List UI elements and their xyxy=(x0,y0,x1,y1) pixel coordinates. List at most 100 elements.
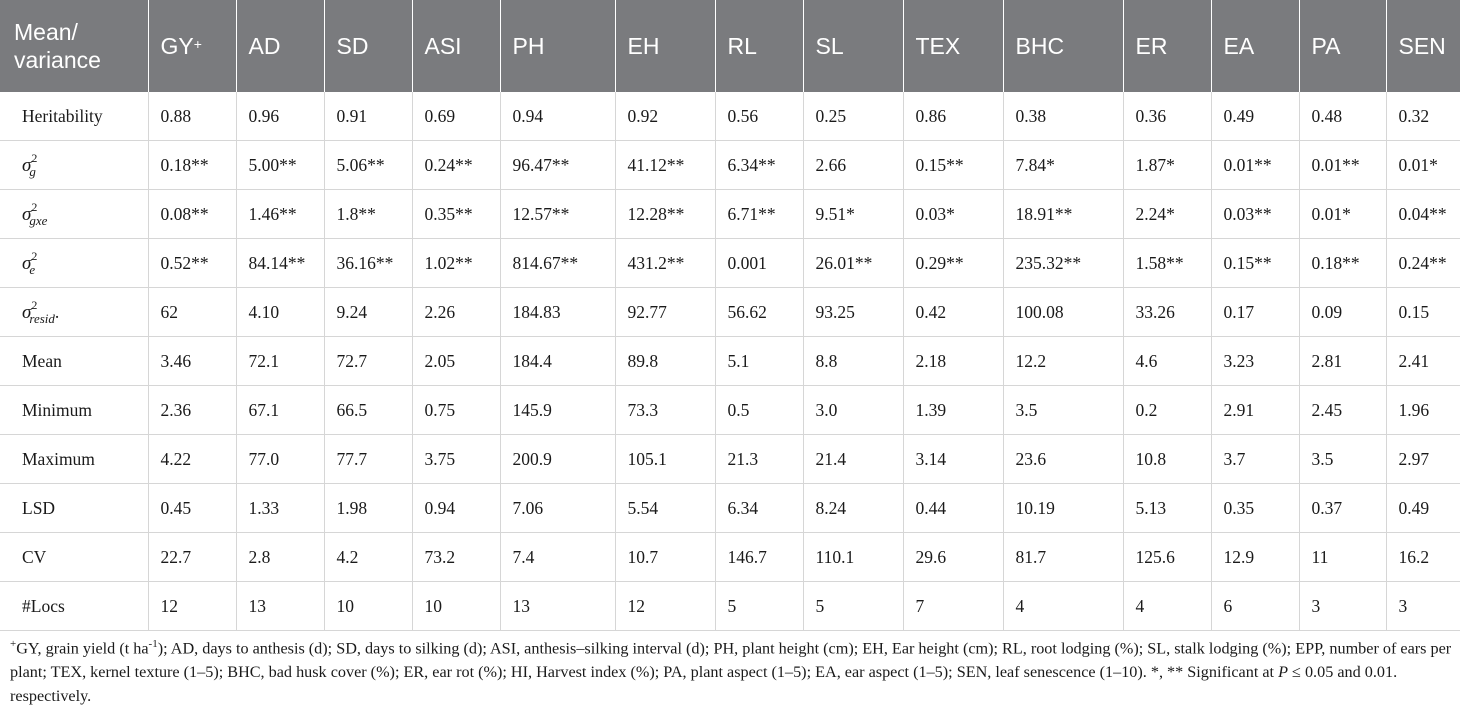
table-container: Mean/ variance GY+ AD SD ASI PH EH RL SL… xyxy=(0,0,1460,631)
table-cell: 0.32 xyxy=(1385,92,1460,141)
table-cell: 10.8 xyxy=(1122,434,1211,484)
table-row: Maximum 4.22 77.0 77.7 3.75 200.9 105.1 21.3 21.… xyxy=(0,434,1460,484)
table-cell: 4 xyxy=(1122,581,1211,631)
table-cell: 3.7 xyxy=(1210,434,1299,484)
row-label: σ2resid. xyxy=(0,287,148,337)
header-trait-label: PH xyxy=(512,33,545,59)
table-cell: 26.01** xyxy=(802,238,903,288)
table-row: Minimum 2.36 67.1 66.5 0.75 145.9 73.3 0.5 3.0 1.… xyxy=(0,385,1460,435)
table-cell: 22.7 xyxy=(147,532,236,582)
table-cell: 0.01* xyxy=(1385,140,1460,190)
table-row: Mean 3.46 72.1 72.7 2.05 184.4 89.8 5.1 8.8 2.18 1… xyxy=(0,336,1460,386)
table-cell: 12.2 xyxy=(1002,336,1123,386)
footnote-text-part3: ≤ 0.05 and 0.01. respectively. xyxy=(10,663,1398,706)
table-cell: 10.19 xyxy=(1002,483,1123,533)
header-trait-label: TEX xyxy=(915,33,961,59)
table-cell: 2.97 xyxy=(1385,434,1460,484)
header-mean-variance: Mean/ variance xyxy=(0,0,148,92)
table-cell: 3.23 xyxy=(1210,336,1299,386)
table-cell: 105.1 xyxy=(614,434,715,484)
table-cell: 0.94 xyxy=(499,92,615,141)
table-row: σ2g 0.18** 5.00** 5.06** 0.24** 96.47** 41.12*… xyxy=(0,140,1460,190)
table-cell: 13 xyxy=(235,581,324,631)
table-cell: 1.58** xyxy=(1122,238,1211,288)
table-cell: 9.51* xyxy=(802,189,903,239)
table-row: CV 22.7 2.8 4.2 73.2 7.4 10.7 146.7 110.1 29.6 81.… xyxy=(0,532,1460,582)
sigma-superscript: 2 xyxy=(31,150,38,165)
table-cell: 0.35 xyxy=(1210,483,1299,533)
table-cell: 1.98 xyxy=(323,483,412,533)
table-cell: 0.01* xyxy=(1298,189,1386,239)
table-cell: 2.41 xyxy=(1385,336,1460,386)
row-label: σ2e xyxy=(0,238,148,288)
table-cell: 21.3 xyxy=(714,434,803,484)
table-cell: 0.49 xyxy=(1385,483,1460,533)
table-cell: 0.86 xyxy=(902,92,1003,141)
table-row: σ2e 0.52** 84.14** 36.16** 1.02** 814.67** 431… xyxy=(0,238,1460,288)
table-cell: 1.02** xyxy=(411,238,500,288)
table-cell: 10 xyxy=(323,581,412,631)
row-label: LSD xyxy=(0,483,148,533)
table-cell: 0.03** xyxy=(1210,189,1299,239)
table-cell: 5 xyxy=(714,581,803,631)
sigma-superscript: 2 xyxy=(31,297,38,312)
table-cell: 3.5 xyxy=(1298,434,1386,484)
table-cell: 67.1 xyxy=(235,385,324,435)
table-cell: 3.5 xyxy=(1002,385,1123,435)
table-cell: 146.7 xyxy=(714,532,803,582)
header-trait: EA xyxy=(1210,0,1299,92)
table-cell: 92.77 xyxy=(614,287,715,337)
table-cell: 4.22 xyxy=(147,434,236,484)
row-label: Heritability xyxy=(0,92,148,141)
table-cell: 0.38 xyxy=(1002,92,1123,141)
table-cell: 7.84* xyxy=(1002,140,1123,190)
header-row: Mean/ variance GY+ AD SD ASI PH EH RL SL… xyxy=(0,0,1460,92)
table-cell: 0.88 xyxy=(147,92,236,141)
header-trait-label: RL xyxy=(727,33,757,59)
header-trait-label: SEN xyxy=(1398,33,1446,59)
table-cell: 0.09 xyxy=(1298,287,1386,337)
table-cell: 2.24* xyxy=(1122,189,1211,239)
table-cell: 0.45 xyxy=(147,483,236,533)
table-cell: 0.49 xyxy=(1210,92,1299,141)
row-label: σ2gxe xyxy=(0,189,148,239)
row-label: σ2g xyxy=(0,140,148,190)
table-cell: 4.10 xyxy=(235,287,324,337)
table-row: LSD 0.45 1.33 1.98 0.94 7.06 5.54 6.34 8.24 0.44 1… xyxy=(0,483,1460,533)
table-cell: 0.29** xyxy=(902,238,1003,288)
header-mean-variance-line2: variance xyxy=(14,47,101,73)
table-cell: 3.46 xyxy=(147,336,236,386)
table-cell: 62 xyxy=(147,287,236,337)
table-cell: 0.01** xyxy=(1210,140,1299,190)
table-cell: 7.4 xyxy=(499,532,615,582)
table-cell: 0.91 xyxy=(323,92,412,141)
table-cell: 814.67** xyxy=(499,238,615,288)
sigma-symbol: σ xyxy=(22,252,32,274)
table-cell: 0.15 xyxy=(1385,287,1460,337)
header-trait-label: EH xyxy=(627,33,660,59)
table-cell: 1.8** xyxy=(323,189,412,239)
table-cell: 7.06 xyxy=(499,483,615,533)
header-trait: SEN xyxy=(1385,0,1460,92)
table-cell: 2.05 xyxy=(411,336,500,386)
table-cell: 12.57** xyxy=(499,189,615,239)
table-cell: 4.2 xyxy=(323,532,412,582)
sigma-symbol: σ xyxy=(22,203,32,225)
table-cell: 23.6 xyxy=(1002,434,1123,484)
table-cell: 0.44 xyxy=(902,483,1003,533)
table-cell: 3 xyxy=(1385,581,1460,631)
table-cell: 96.47** xyxy=(499,140,615,190)
table-cell: 0.5 xyxy=(714,385,803,435)
sigma-subscript: resid xyxy=(29,310,55,326)
table-cell: 56.62 xyxy=(714,287,803,337)
header-trait-label: SL xyxy=(815,33,844,59)
table-cell: 1.46** xyxy=(235,189,324,239)
table-cell: 36.16** xyxy=(323,238,412,288)
table-cell: 0.2 xyxy=(1122,385,1211,435)
row-label: #Locs xyxy=(0,581,148,631)
header-trait-label: BHC xyxy=(1015,33,1065,59)
footnote-text-part1: GY, grain yield (t ha xyxy=(16,639,149,658)
header-trait: SD xyxy=(323,0,412,92)
table-cell: 0.08** xyxy=(147,189,236,239)
header-trait: PH xyxy=(499,0,615,92)
